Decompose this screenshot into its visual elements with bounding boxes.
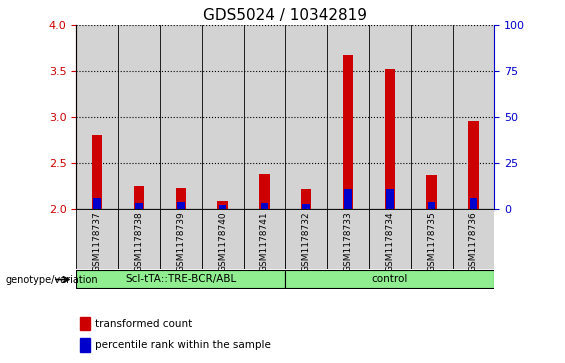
Text: percentile rank within the sample: percentile rank within the sample: [95, 340, 271, 350]
Bar: [118, 209, 160, 269]
Text: transformed count: transformed count: [95, 318, 192, 329]
Bar: [453, 209, 494, 269]
Text: Scl-tTA::TRE-BCR/ABL: Scl-tTA::TRE-BCR/ABL: [125, 274, 236, 284]
Bar: [76, 270, 285, 287]
Bar: [369, 209, 411, 269]
Text: GSM1178741: GSM1178741: [260, 212, 269, 272]
Text: GSM1178733: GSM1178733: [344, 212, 353, 273]
Bar: [135, 203, 143, 209]
Bar: [177, 202, 185, 209]
Bar: [134, 186, 144, 209]
Bar: [93, 198, 101, 209]
Bar: [343, 55, 353, 209]
Bar: [302, 204, 310, 209]
Bar: [428, 202, 436, 209]
Bar: [301, 188, 311, 209]
Bar: [285, 209, 327, 269]
Bar: [202, 209, 244, 269]
Bar: [176, 188, 186, 209]
Bar: [411, 25, 453, 209]
Bar: [344, 188, 352, 209]
Bar: [80, 317, 90, 330]
Bar: [260, 203, 268, 209]
Bar: [427, 175, 437, 209]
Bar: [202, 25, 244, 209]
Text: GSM1178737: GSM1178737: [93, 212, 102, 273]
Bar: [244, 209, 285, 269]
Bar: [385, 69, 395, 209]
Bar: [285, 270, 494, 287]
Bar: [80, 338, 90, 352]
Bar: [76, 209, 118, 269]
Bar: [470, 198, 477, 209]
Bar: [411, 209, 453, 269]
Text: GSM1178740: GSM1178740: [218, 212, 227, 272]
Bar: [327, 25, 369, 209]
Text: GSM1178739: GSM1178739: [176, 212, 185, 273]
Text: GSM1178738: GSM1178738: [134, 212, 144, 273]
Bar: [327, 209, 369, 269]
Bar: [453, 25, 494, 209]
Bar: [386, 189, 394, 209]
Text: GSM1178734: GSM1178734: [385, 212, 394, 272]
Bar: [244, 25, 285, 209]
Text: GSM1178736: GSM1178736: [469, 212, 478, 273]
Bar: [259, 174, 270, 209]
Bar: [118, 25, 160, 209]
Bar: [92, 135, 102, 209]
Bar: [160, 25, 202, 209]
Text: control: control: [372, 274, 408, 284]
Bar: [285, 25, 327, 209]
Bar: [160, 209, 202, 269]
Title: GDS5024 / 10342819: GDS5024 / 10342819: [203, 8, 367, 23]
Text: GSM1178735: GSM1178735: [427, 212, 436, 273]
Bar: [468, 121, 479, 209]
Bar: [219, 205, 227, 209]
Bar: [218, 201, 228, 209]
Text: GSM1178732: GSM1178732: [302, 212, 311, 272]
Bar: [369, 25, 411, 209]
Text: genotype/variation: genotype/variation: [6, 275, 98, 285]
Bar: [76, 25, 118, 209]
